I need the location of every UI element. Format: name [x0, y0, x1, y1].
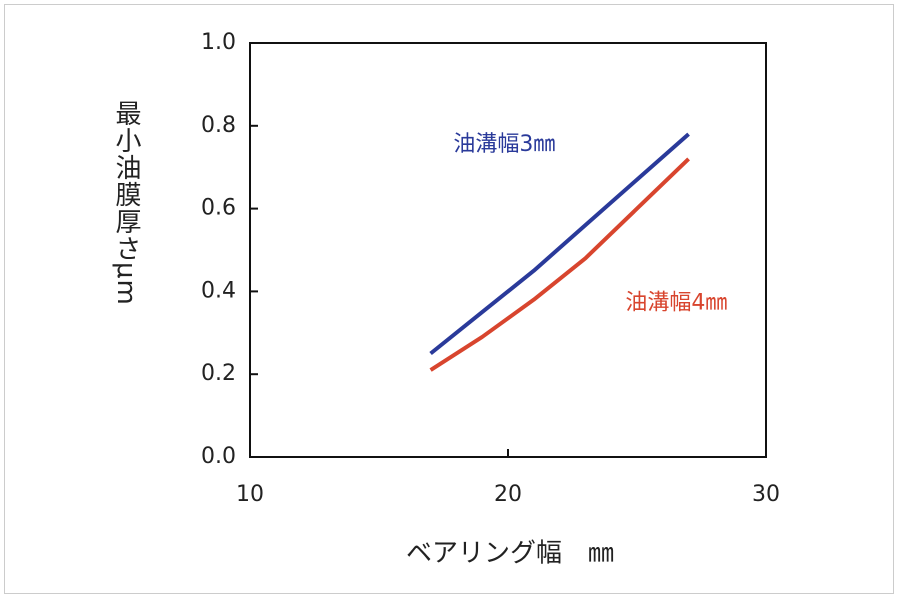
y-tick-label: 0.4	[201, 278, 236, 303]
x-tick-label: 20	[494, 482, 522, 507]
y-tick-label: 0.6	[201, 196, 236, 221]
y-axis-label: 最小油膜厚さμm	[111, 100, 141, 306]
x-tick-label: 30	[752, 482, 780, 507]
y-tick-label: 0.2	[201, 361, 236, 386]
x-tick-label: 10	[236, 482, 264, 507]
series-line	[429, 157, 690, 372]
series-label: 油溝幅3㎜	[453, 132, 555, 157]
x-axis-label: ベアリング幅 ㎜	[406, 539, 614, 569]
series-label: 油溝幅4㎜	[625, 290, 727, 315]
plot-frame	[249, 42, 767, 458]
y-tick-label: 1.0	[201, 30, 236, 55]
y-tick-label: 0.0	[201, 444, 236, 469]
series-line	[429, 132, 690, 356]
frame	[4, 4, 894, 594]
y-tick-label: 0.8	[201, 113, 236, 138]
